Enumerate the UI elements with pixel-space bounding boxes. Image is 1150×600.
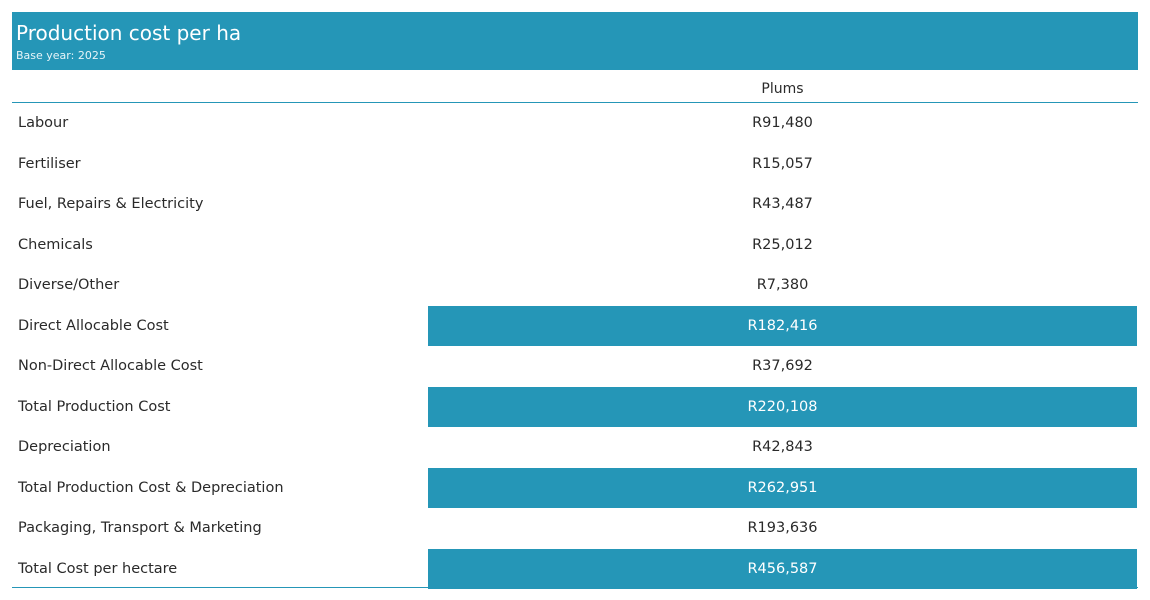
page-subtitle: Base year: 2025 xyxy=(16,49,106,62)
header-divider xyxy=(12,102,1138,103)
row-value: R7,380 xyxy=(756,277,809,293)
table-row: Depreciation R42,843 xyxy=(12,427,1138,468)
table-row: Fuel, Repairs & Electricity R43,487 xyxy=(12,184,1138,225)
row-label: Labour xyxy=(18,115,69,131)
row-label: Total Production Cost & Depreciation xyxy=(18,479,284,496)
table-header-banner: Production cost per ha Base year: 2025 xyxy=(12,12,1138,70)
row-label: Total Cost per hectare xyxy=(18,560,178,577)
row-label: Direct Allocable Cost xyxy=(18,317,169,334)
bottom-divider xyxy=(12,587,1138,588)
row-value: R193,636 xyxy=(747,520,818,536)
row-label: Fertiliser xyxy=(18,155,81,172)
row-label: Packaging, Transport & Marketing xyxy=(18,520,262,536)
row-label: Diverse/Other xyxy=(18,277,120,293)
row-value-highlighted: R262,951 xyxy=(428,467,1137,508)
row-label: Non-Direct Allocable Cost xyxy=(18,358,203,374)
table-row: Direct Allocable Cost R182,416 xyxy=(12,305,1138,346)
table-row: Labour R91,480 xyxy=(12,103,1138,144)
table-row: Non-Direct Allocable Cost R37,692 xyxy=(12,346,1138,387)
table-row: Chemicals R25,012 xyxy=(12,225,1138,266)
row-value-highlighted: R220,108 xyxy=(428,386,1137,427)
row-label: Total Production Cost xyxy=(18,398,171,415)
row-value: R43,487 xyxy=(752,196,813,212)
row-value: R25,012 xyxy=(752,236,813,253)
table-row: Fertiliser R15,057 xyxy=(12,144,1138,185)
row-label: Fuel, Repairs & Electricity xyxy=(18,196,204,212)
column-header-plums: Plums xyxy=(761,81,804,97)
table-row: Diverse/Other R7,380 xyxy=(12,265,1138,306)
table-row: Total Production Cost R220,108 xyxy=(12,386,1138,427)
row-value: R42,843 xyxy=(752,439,813,455)
row-value-highlighted: R182,416 xyxy=(428,305,1137,346)
table-row: Total Cost per hectare R456,587 xyxy=(12,548,1138,589)
table-row: Packaging, Transport & Marketing R193,636 xyxy=(12,508,1138,549)
row-label: Chemicals xyxy=(18,236,93,253)
page-title: Production cost per ha xyxy=(16,21,242,45)
cost-table: Labour R91,480 Fertiliser R15,057 Fuel, Repa… xyxy=(12,103,1138,589)
row-label: Depreciation xyxy=(18,439,111,455)
row-value: R15,057 xyxy=(752,155,813,172)
table-row: Total Production Cost & Depreciation R262… xyxy=(12,467,1138,508)
row-value: R91,480 xyxy=(752,115,813,131)
row-value-highlighted: R456,587 xyxy=(428,548,1137,589)
row-value: R37,692 xyxy=(752,358,813,374)
